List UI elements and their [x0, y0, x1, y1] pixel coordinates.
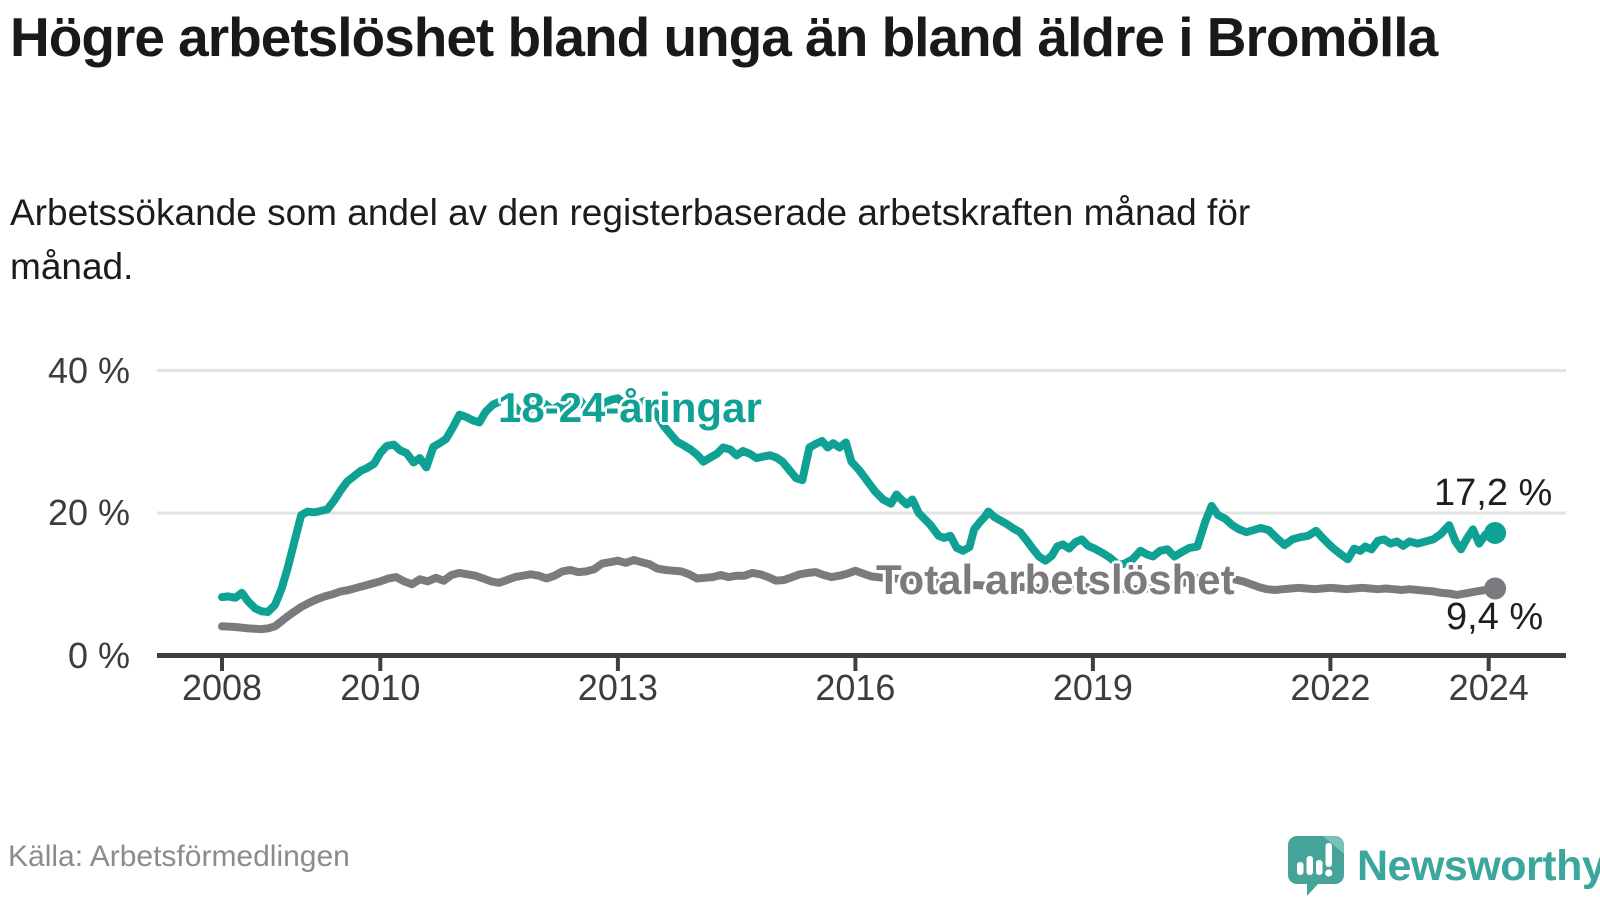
series-label-total: Total arbetslöshet	[876, 556, 1235, 603]
y-tick-label: 40 %	[47, 349, 130, 391]
x-axis-tick	[1486, 658, 1491, 671]
page-title: Högre arbetslöshet bland unga än bland ä…	[10, 6, 1438, 68]
x-axis-tick	[615, 658, 620, 671]
x-tick-label: 2010	[340, 667, 421, 708]
y-tick-label: 0 %	[67, 634, 130, 676]
x-tick-label: 2016	[815, 667, 896, 708]
x-axis-tick	[1328, 658, 1333, 671]
series-label-youth: 18-24-åringar	[498, 384, 762, 431]
chart-subtitle: Arbetssökande som andel av den registerb…	[10, 192, 1251, 287]
x-axis-line	[157, 653, 1566, 658]
source-note: Källa: Arbetsförmedlingen	[8, 840, 350, 873]
x-tick-label: 2019	[1052, 667, 1133, 708]
x-tick-label: 2022	[1290, 667, 1371, 708]
x-axis-tick	[220, 658, 224, 671]
x-axis-tick	[378, 658, 383, 671]
total-end-dot	[1484, 577, 1507, 600]
youth-line	[218, 393, 1500, 616]
x-tick-label: 2008	[181, 667, 263, 708]
gridline	[157, 369, 1566, 372]
end-value-label-total: 9,4 %	[1446, 596, 1544, 638]
newsworthy-logo-icon	[1288, 836, 1344, 896]
gridline	[157, 511, 1566, 515]
youth-end-dot	[1484, 522, 1507, 544]
total-line	[218, 556, 1500, 634]
brand-wordmark: Newsworthy	[1357, 841, 1600, 890]
x-axis-tick	[1090, 658, 1095, 671]
y-tick-label: 20 %	[47, 492, 130, 533]
x-tick-label: 2024	[1448, 667, 1529, 708]
x-tick-label: 2013	[577, 667, 658, 708]
brand-lockup: Newsworthy	[1287, 835, 1600, 897]
x-axis-tick	[853, 658, 858, 671]
end-value-label-youth: 17,2 %	[1434, 472, 1553, 514]
